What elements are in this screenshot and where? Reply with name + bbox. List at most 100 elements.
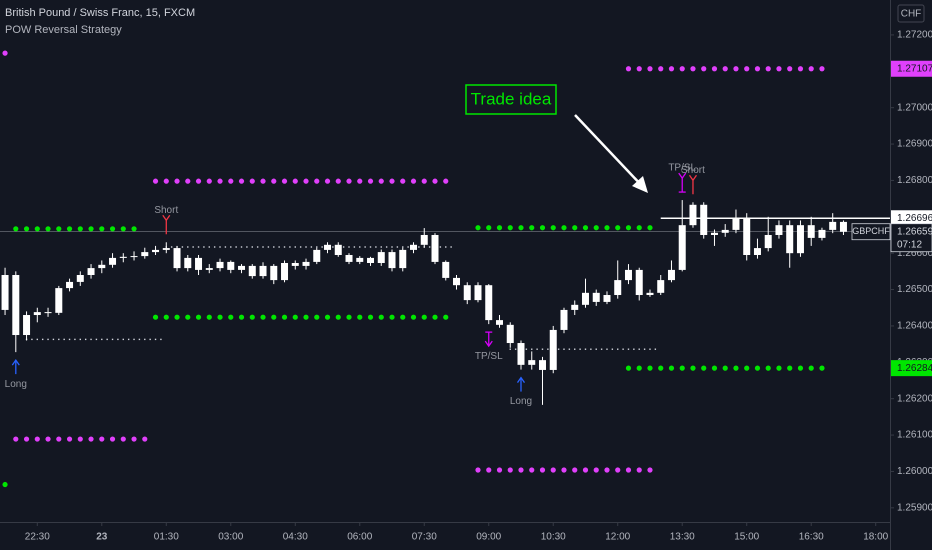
signal-label: Short [154,205,178,216]
level-dot [249,314,255,320]
level-speck [450,246,452,248]
level-speck [299,246,302,248]
level-speck [197,246,200,248]
level-dot [787,365,793,371]
level-dot [77,226,83,232]
level-speck [321,246,323,248]
level-speck [170,246,173,248]
level-dot [711,66,718,72]
level-speck [192,246,194,248]
candle-body [517,343,525,365]
level-dot [797,365,804,371]
candle-body [388,252,396,269]
level-dot [550,225,556,231]
level-speck [627,348,630,350]
candle-body [667,269,675,281]
candle-body [367,257,375,264]
level-dot [668,365,675,371]
level-speck [289,246,291,248]
candle-body [334,244,342,255]
x-tick-label: 04:30 [283,532,308,543]
y-tick-label: 1.26000 [897,466,932,477]
level-dot [615,225,621,231]
level-dot [647,66,653,72]
annotation-box[interactable] [465,84,557,115]
level-dot [765,66,771,72]
level-dot [292,178,298,184]
level-speck [509,348,511,350]
level-speck [127,338,130,341]
x-tick-label: 03:00 [218,532,243,543]
candle-body [571,304,579,310]
candle-body [87,268,95,276]
y-tick-label: 1.26400 [897,321,932,332]
level-dot [400,314,406,320]
level-dot [2,481,8,488]
level-dot [142,436,148,442]
level-speck [611,348,614,350]
level-dot [281,314,288,320]
candle-body [560,309,568,330]
level-dot [529,225,535,231]
price-tag-label: 1.26696 [897,213,932,224]
annotation-arrow [574,114,645,189]
level-speck [557,348,560,350]
candle-body [98,264,106,269]
level-dot [647,225,653,231]
level-speck [649,348,651,350]
level-speck [541,348,544,350]
candle-body [205,268,213,270]
candle-body [162,248,170,250]
candle-body [420,234,428,245]
level-speck [643,348,646,350]
level-speck [353,246,356,248]
level-speck [617,348,619,350]
level-dot [324,314,331,320]
candle-body [689,204,697,226]
level-speck [428,246,431,248]
signal-label: TP/SL [668,163,696,174]
signal-arrowhead [678,172,687,180]
level-speck [122,338,124,341]
countdown: 07:12 [897,239,922,250]
level-speck [348,246,350,248]
level-dot [593,467,599,473]
level-dot [238,178,245,184]
candle-body [12,275,20,336]
level-speck [369,246,372,248]
level-dot [346,178,352,184]
level-speck [305,246,307,248]
currency-box[interactable] [897,4,925,23]
level-dot [389,178,395,184]
candle-body [807,225,815,238]
candle-body [592,292,600,302]
candle-body [775,225,783,235]
level-dot [744,66,750,72]
level-dot [615,467,621,473]
candle-body [743,217,751,255]
level-dot [346,314,352,320]
level-dot [174,178,180,184]
candle-body [485,285,493,321]
price-tag-label: 1.26284 [897,363,932,374]
level-dot [271,314,277,320]
level-speck [213,246,216,248]
level-dot [152,178,159,184]
level-dot [109,226,116,232]
candle-body [270,265,278,281]
level-dot [604,225,610,231]
x-tick-label: 01:30 [154,532,179,543]
x-tick-label: 22:30 [25,532,50,543]
candle-body [495,320,503,325]
x-tick-label: 16:30 [799,532,824,543]
level-speck [101,338,103,341]
level-speck [316,246,318,248]
candle-body [431,234,439,262]
candle-body [818,229,826,238]
candle-body [152,249,160,253]
level-dot [797,66,804,72]
y-tick-label: 1.27000 [897,102,932,113]
candle-body [732,217,740,230]
level-dot [690,365,696,371]
candle-body [839,221,847,232]
